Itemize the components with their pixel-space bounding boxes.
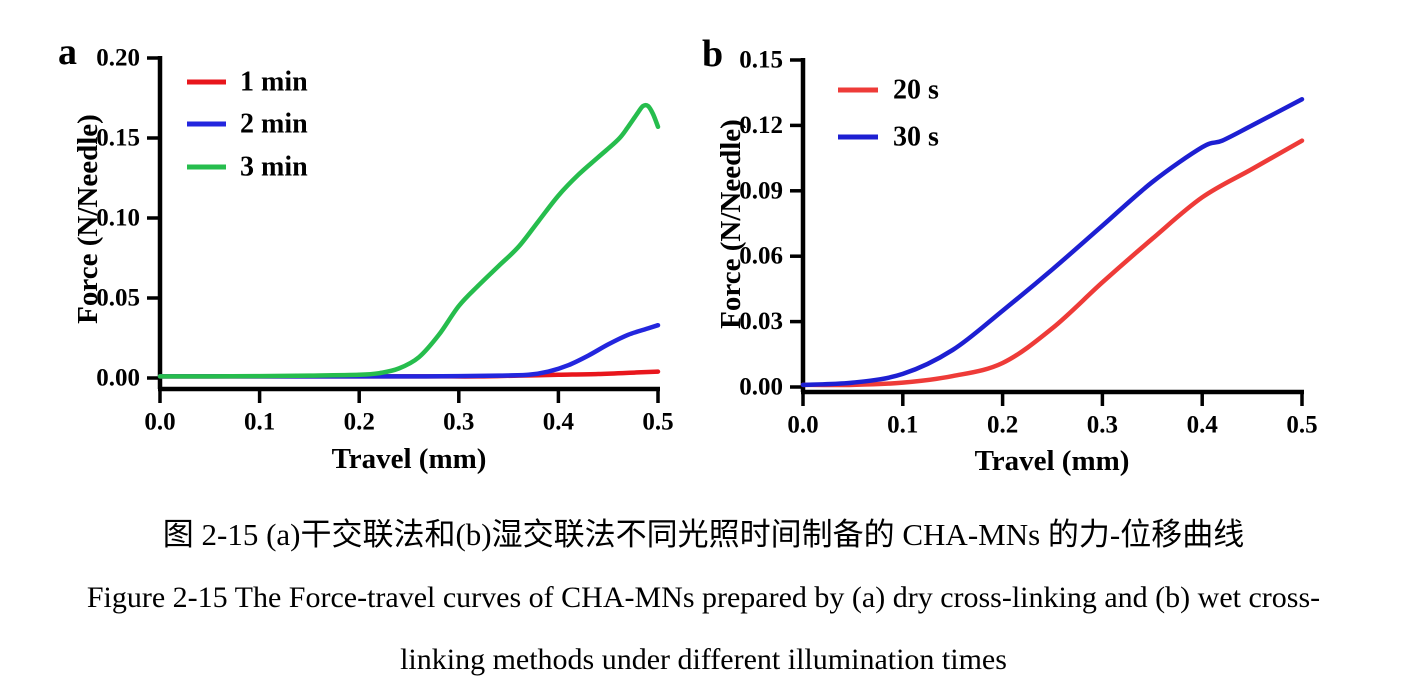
x-axis-title: Travel (mm)	[332, 443, 487, 475]
x-tick-label: 0.1	[887, 412, 918, 439]
x-tick-label: 0.0	[144, 409, 175, 436]
caption-chinese: 图 2-15 (a)干交联法和(b)湿交联法不同光照时间制备的 CHA-MNs …	[162, 517, 1245, 552]
legend-label-30-s: 30 s	[893, 122, 939, 153]
y-tick-label: 0.00	[96, 365, 140, 392]
force-travel-charts-canvas: 0.00 0.05 0.10 0.15 0.20 0.0 0.1 0.2 0.3 0.4 0.5 1 …	[58, 31, 1318, 477]
x-tick-label: 0.4	[1187, 412, 1219, 439]
x-axis-title: Travel (mm)	[975, 445, 1130, 477]
series-line-3-min	[157, 102, 661, 379]
legend-label-20-s: 20 s	[893, 75, 939, 106]
series-line-20-s	[800, 138, 1305, 388]
y-tick-label: 0.00	[739, 374, 783, 401]
legend-label-1-min: 1 min	[240, 67, 308, 98]
x-tick-label: 0.4	[543, 409, 575, 436]
y-axis-title: Force (N/Needle)	[715, 119, 747, 329]
x-tick-label: 0.5	[642, 409, 673, 436]
y-tick-label: 0.09	[739, 177, 783, 204]
x-tick-label: 0.2	[344, 409, 375, 436]
y-tick-label: 0.06	[739, 243, 783, 270]
y-tick-label: 0.03	[739, 308, 783, 335]
x-tick-label: 0.5	[1286, 412, 1317, 439]
y-axis-title: Force (N/Needle)	[72, 114, 104, 324]
legend-label-3-min: 3 min	[240, 152, 308, 183]
y-tick-label: 0.10	[96, 205, 140, 232]
panel-label-a: a	[58, 31, 77, 73]
series-line-2-min	[157, 322, 661, 379]
y-tick-label: 0.15	[96, 125, 140, 152]
caption-english-line2: linking methods under different illumina…	[400, 643, 1007, 676]
caption-english-line1: Figure 2-15 The Force-travel curves of C…	[86, 581, 1321, 614]
chart-panel-a: 0.00 0.05 0.10 0.15 0.20 0.0 0.1 0.2 0.3 0.4 0.5 1 …	[58, 31, 674, 475]
axes-lines	[800, 58, 1304, 395]
x-tick-label: 0.2	[987, 412, 1018, 439]
x-tick-label: 0.3	[443, 409, 474, 436]
series-line-30-s	[800, 96, 1305, 388]
y-tick-label: 0.15	[739, 47, 783, 74]
y-tick-label: 0.20	[96, 45, 140, 72]
x-tick-label: 0.0	[787, 412, 818, 439]
x-tick-label: 0.3	[1087, 412, 1118, 439]
axes-lines	[157, 56, 660, 392]
panel-label-b: b	[702, 33, 723, 75]
x-tick-label: 0.1	[244, 409, 275, 436]
y-tick-label: 0.12	[739, 112, 783, 139]
legend-label-2-min: 2 min	[240, 109, 308, 140]
chart-panel-b: 0.00 0.03 0.06 0.09 0.12 0.15 0.0 0.1 0.2 0.3 0.4 0…	[702, 33, 1318, 477]
y-tick-label: 0.05	[96, 285, 140, 312]
